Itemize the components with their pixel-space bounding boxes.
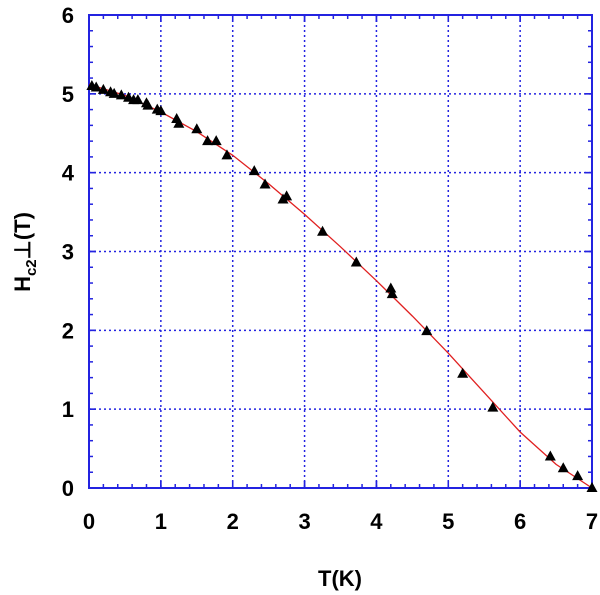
- y-axis-title-sub: c2: [23, 259, 40, 276]
- triangle-marker: [317, 225, 329, 236]
- x-tick-label: 5: [442, 509, 454, 534]
- x-tick-labels: 0 1 2 3 4 5 6 7: [83, 509, 598, 534]
- triangle-marker: [221, 149, 233, 160]
- triangle-marker: [155, 105, 167, 116]
- data-markers: [86, 79, 598, 492]
- fit-curve: [88, 83, 593, 489]
- triangle-marker: [457, 367, 469, 378]
- y-tick-label: 4: [62, 161, 75, 186]
- triangle-marker: [90, 81, 102, 92]
- triangle-marker: [544, 450, 556, 461]
- y-tick-label: 3: [62, 240, 74, 265]
- triangle-marker: [191, 123, 203, 134]
- triangle-marker: [210, 135, 222, 146]
- triangle-marker: [132, 94, 144, 105]
- y-tick-label: 1: [62, 397, 74, 422]
- y-axis-title-main: H: [10, 276, 35, 292]
- y-tick-label: 2: [62, 318, 74, 343]
- triangle-marker: [421, 325, 433, 336]
- triangle-marker: [202, 135, 214, 146]
- x-tick-label: 3: [298, 509, 310, 534]
- triangle-marker: [281, 190, 293, 201]
- x-tick-label: 4: [370, 509, 383, 534]
- x-tick-label: 7: [586, 509, 598, 534]
- y-axis-title-perp: ⊥: [10, 240, 35, 259]
- triangle-marker: [115, 89, 127, 100]
- y-tick-label: 0: [62, 476, 74, 501]
- triangle-marker: [385, 282, 397, 293]
- triangle-marker: [386, 288, 398, 299]
- triangle-marker: [142, 99, 154, 110]
- x-tick-label: 6: [514, 509, 526, 534]
- y-axis-title: Hc2⊥(T): [10, 212, 40, 292]
- triangle-marker: [97, 83, 109, 94]
- y-tick-label: 6: [62, 3, 74, 28]
- triangle-marker: [586, 482, 598, 492]
- x-axis-title: T(K): [318, 566, 362, 591]
- y-tick-labels: 0 1 2 3 4 5 6: [62, 3, 75, 501]
- x-tick-label: 1: [155, 509, 167, 534]
- y-axis-title-rest: (T): [10, 212, 35, 240]
- triangle-marker: [557, 462, 569, 473]
- triangle-marker: [248, 165, 260, 176]
- grid-lines: [89, 15, 592, 488]
- triangle-marker: [173, 117, 185, 128]
- triangle-marker: [350, 256, 362, 267]
- triangle-marker: [572, 470, 584, 481]
- triangle-marker: [487, 401, 499, 412]
- x-tick-label: 2: [227, 509, 239, 534]
- x-tick-label: 0: [83, 509, 95, 534]
- plot-frame: [88, 14, 593, 489]
- y-tick-label: 5: [62, 82, 74, 107]
- triangle-marker: [108, 87, 120, 98]
- triangle-marker: [259, 178, 271, 189]
